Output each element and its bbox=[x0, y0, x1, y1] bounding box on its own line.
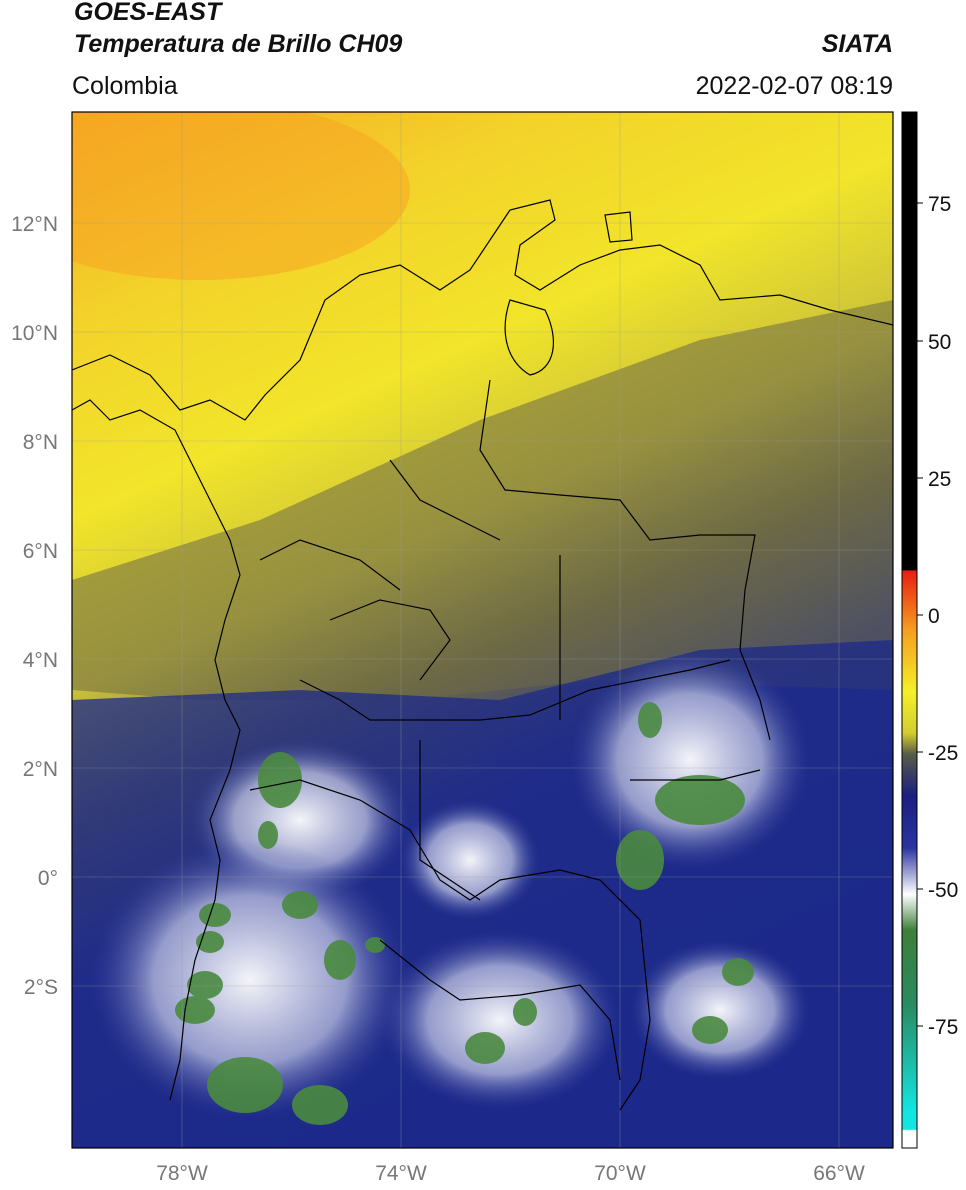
lat-tick-label: 12°N bbox=[11, 213, 58, 236]
colorbar-tick-label: 25 bbox=[928, 468, 951, 491]
lat-tick-label: 2°S bbox=[24, 976, 58, 999]
graticule bbox=[72, 112, 893, 1148]
boundaries bbox=[72, 199, 893, 1111]
lat-tick-label: 4°N bbox=[23, 649, 58, 672]
colorbar-tick-label: 75 bbox=[928, 193, 951, 216]
source-label: SIATA bbox=[821, 30, 893, 58]
datetime-label: 2022-02-07 08:19 bbox=[695, 72, 893, 100]
product-title: Temperatura de Brillo CH09 bbox=[74, 30, 403, 58]
region-label: Colombia bbox=[72, 72, 178, 100]
colorbar: 75 50 25 0 -25 -50 -75 bbox=[901, 111, 958, 1149]
satellite-title: GOES-EAST bbox=[74, 0, 222, 26]
lat-tick-label: 2°N bbox=[23, 758, 58, 781]
lat-tick-label: 6°N bbox=[23, 540, 58, 563]
map-frame bbox=[71, 111, 894, 1149]
lon-tick-label: 78°W bbox=[156, 1162, 208, 1185]
lon-axis: 78°W 74°W 70°W 66°W bbox=[156, 1162, 865, 1185]
satellite-imagery bbox=[72, 112, 893, 1148]
colorbar-tick-label: 50 bbox=[928, 331, 951, 354]
colorbar-tick-label: -25 bbox=[928, 742, 958, 765]
colorbar-tick-label: 0 bbox=[928, 605, 940, 628]
lat-tick-label: 0° bbox=[38, 867, 58, 890]
lat-axis: 12°N 10°N 8°N 6°N 4°N 2°N 0° 2°S bbox=[11, 213, 58, 999]
lat-tick-label: 10°N bbox=[11, 322, 58, 345]
colorbar-tick-label: -75 bbox=[928, 1016, 958, 1039]
lon-tick-label: 66°W bbox=[813, 1162, 865, 1185]
lon-tick-label: 70°W bbox=[594, 1162, 646, 1185]
lon-tick-label: 74°W bbox=[375, 1162, 427, 1185]
lat-tick-label: 8°N bbox=[23, 431, 58, 454]
colorbar-scale bbox=[901, 111, 918, 1149]
colorbar-tick-label: -50 bbox=[928, 879, 958, 902]
